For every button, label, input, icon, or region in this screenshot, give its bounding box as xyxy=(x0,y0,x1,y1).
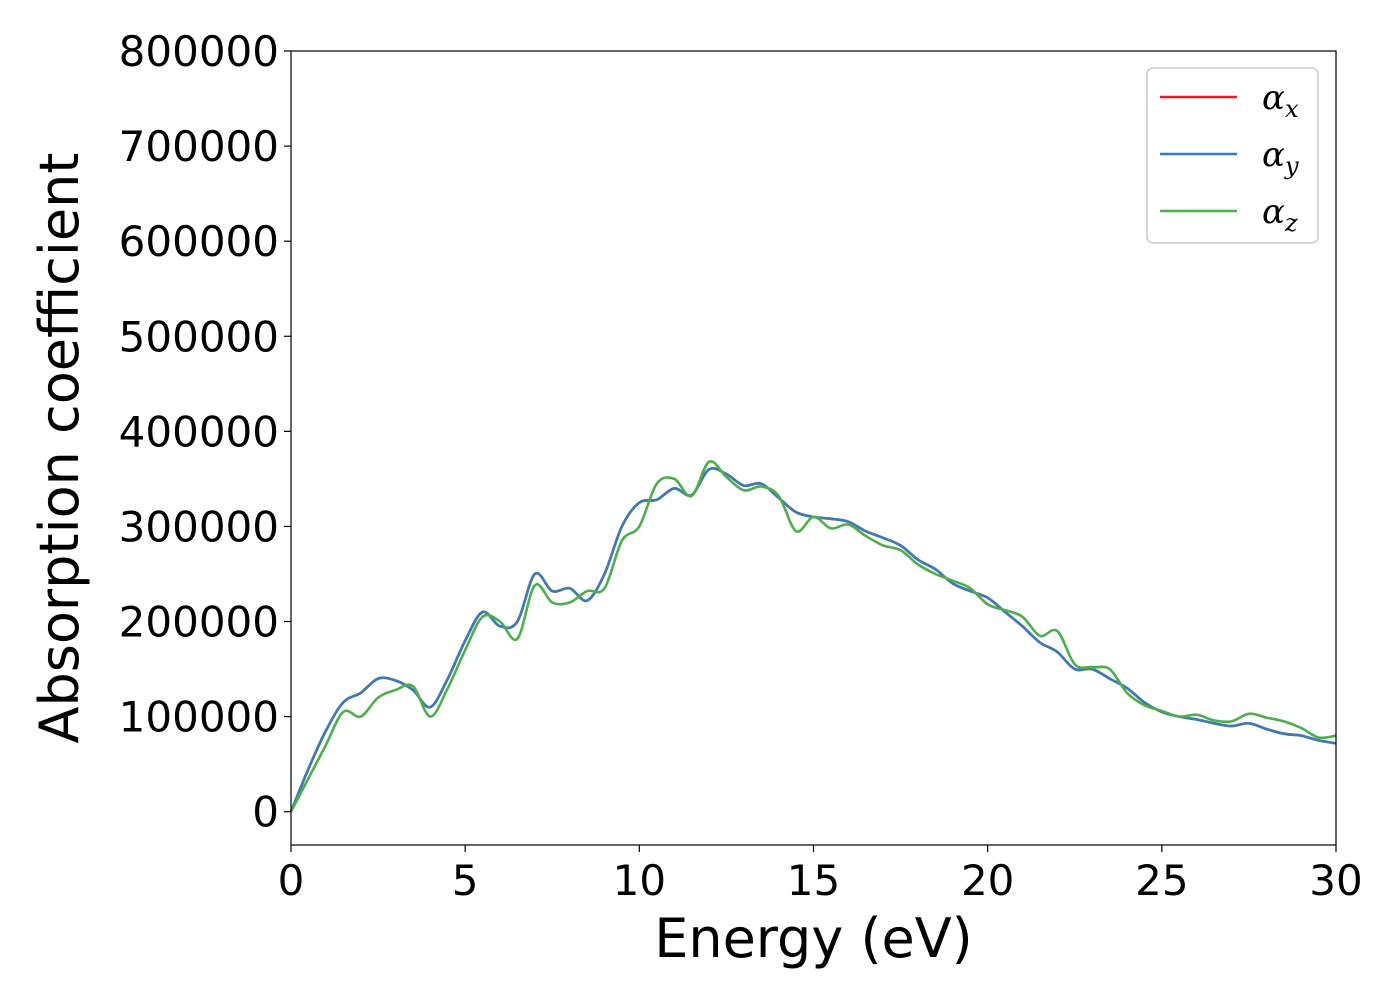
legend-label-symbol: α xyxy=(1262,135,1285,175)
x-tick-label: 25 xyxy=(1135,856,1188,905)
y-tick-label: 0 xyxy=(252,788,279,837)
legend-label-symbol: α xyxy=(1262,192,1285,232)
y-tick-label: 800000 xyxy=(119,27,279,76)
x-axis-title: Energy (eV) xyxy=(654,907,973,970)
x-tick-label: 30 xyxy=(1309,856,1362,905)
legend-label-symbol: α xyxy=(1262,78,1285,118)
x-tick-label: 15 xyxy=(787,856,840,905)
y-tick-label: 700000 xyxy=(119,122,279,171)
x-tick-label: 0 xyxy=(278,856,305,905)
x-tick-label: 5 xyxy=(452,856,479,905)
x-tick-label: 20 xyxy=(961,856,1014,905)
y-axis-ticks: 0 100000 200000 300000 400000 500000 600000 700… xyxy=(119,27,291,837)
legend-box xyxy=(1146,67,1319,244)
legend-label-subscript: x xyxy=(1285,95,1299,123)
x-axis-ticks: 0 5 10 15 20 25 30 xyxy=(278,845,1363,905)
y-tick-label: 400000 xyxy=(119,407,279,456)
y-tick-label: 100000 xyxy=(119,693,279,742)
series-line-alpha-y xyxy=(289,466,1337,813)
legend-label-subscript: y xyxy=(1284,152,1299,180)
x-tick-label: 10 xyxy=(613,856,666,905)
series-line-alpha-x xyxy=(289,466,1337,813)
plot-frame xyxy=(290,50,1337,846)
y-axis-title: Absorption coefficient xyxy=(28,153,91,744)
legend-label-subscript: z xyxy=(1284,209,1298,237)
series-line-alpha-z xyxy=(289,460,1337,813)
legend-label-z: αz xyxy=(1262,192,1298,237)
legend-label-x: αx xyxy=(1262,78,1299,123)
y-tick-label: 200000 xyxy=(119,598,279,647)
series-lines xyxy=(289,460,1337,813)
y-tick-label: 500000 xyxy=(119,312,279,361)
y-tick-label: 300000 xyxy=(119,502,279,551)
legend-label-y: αy xyxy=(1262,135,1299,180)
y-tick-label: 600000 xyxy=(119,217,279,266)
